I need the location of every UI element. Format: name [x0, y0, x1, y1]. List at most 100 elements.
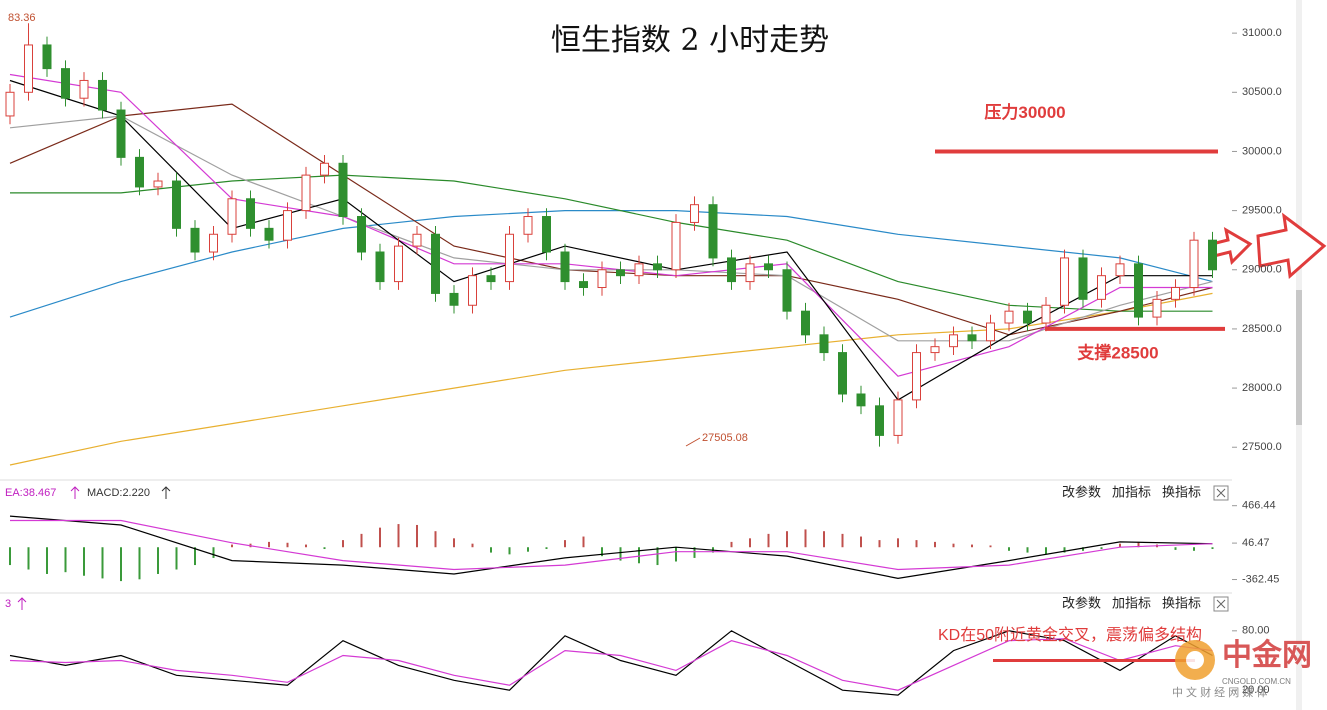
candle-body — [116, 109, 126, 158]
y-tick-label: -362.45 — [1242, 573, 1279, 585]
candle-body — [1152, 298, 1162, 318]
y-tick-label: 46.47 — [1242, 537, 1270, 549]
macd-bar — [157, 547, 159, 574]
macd-bar — [934, 541, 936, 548]
macd-bar — [638, 547, 640, 564]
candle-body — [486, 275, 496, 283]
macd-bar — [971, 544, 973, 548]
y-tick-label: 80.00 — [1242, 625, 1270, 637]
annotation-text: KD在50附近黄金交叉，震荡偏多结构 — [938, 626, 1202, 644]
macd-bar — [471, 543, 474, 548]
macd-bar — [767, 533, 770, 548]
candle-body — [505, 233, 514, 283]
candle-body — [431, 233, 440, 294]
macd-bar — [878, 540, 881, 548]
macd-bar — [601, 547, 603, 557]
candle-body — [1189, 239, 1199, 289]
candle-body — [320, 162, 329, 176]
y-tick-label: 20.00 — [1242, 684, 1270, 696]
toolbar-button[interactable]: 换指标 — [1162, 484, 1201, 499]
arrow-glyph — [70, 486, 80, 499]
candle-body — [1041, 304, 1051, 324]
macd-bar — [120, 547, 122, 582]
candle-body — [375, 251, 385, 283]
macd-bar — [860, 536, 862, 548]
macd-bar — [1045, 547, 1047, 555]
macd-bar — [379, 527, 381, 548]
macd-bar — [675, 547, 677, 562]
macd-bar — [749, 538, 751, 548]
indicator-label: 3 — [5, 598, 11, 610]
macd-bar — [1193, 547, 1195, 551]
arrow-glyph — [161, 486, 171, 499]
toolbar-button[interactable]: 加指标 — [1112, 484, 1151, 499]
macd-bar — [1008, 547, 1010, 551]
candle-body — [579, 281, 588, 289]
macd-bar — [453, 538, 455, 548]
candle-body — [264, 227, 274, 241]
macd-bar — [83, 547, 85, 576]
macd-bar — [952, 543, 955, 548]
toolbar-button[interactable]: 换指标 — [1162, 595, 1201, 610]
scrollbar-thumb[interactable] — [1296, 290, 1302, 425]
candle-body — [1115, 263, 1125, 277]
macd-bar — [897, 538, 899, 548]
macd-bar — [1137, 541, 1140, 548]
macd-bar — [1119, 543, 1121, 548]
macd-bar — [64, 547, 67, 573]
candle-body — [394, 245, 403, 283]
candle-body — [782, 269, 792, 312]
candle-body — [338, 162, 348, 218]
indicator-label: EA:38.467 — [5, 487, 56, 499]
candle-body — [1023, 310, 1032, 324]
candle-body — [5, 91, 15, 117]
label-pointer — [685, 437, 701, 447]
candle-body — [1134, 263, 1143, 318]
y-tick-label: 30500.0 — [1242, 86, 1282, 98]
candle-body — [449, 292, 459, 306]
macd-line — [10, 519, 1213, 571]
y-tick-label: 30000.0 — [1242, 145, 1282, 157]
watermark-name: 中金网 — [1222, 638, 1312, 672]
candle-body — [61, 68, 70, 99]
candle-body — [1097, 275, 1106, 300]
macd-bar — [1174, 547, 1177, 550]
candle-body — [1060, 257, 1069, 306]
macd-bar — [1026, 547, 1029, 553]
macd-bar — [804, 529, 807, 548]
close-icon — [1216, 488, 1226, 498]
y-tick-label: 29500.0 — [1242, 205, 1282, 217]
candle-body — [209, 233, 218, 253]
macd-bar — [231, 544, 233, 548]
macd-bar — [693, 547, 696, 558]
y-tick-label: 31000.0 — [1242, 27, 1282, 39]
candle-body — [542, 216, 551, 253]
macd-bar — [1082, 547, 1084, 551]
indicator-label: MACD:2.220 — [87, 487, 150, 499]
watermark-slogan: 中 文 财 经 网 媒 体 — [1172, 685, 1267, 699]
candle-body — [79, 79, 89, 99]
macd-bar — [101, 547, 104, 579]
y-tick-label: 29000.0 — [1242, 264, 1282, 276]
candle-body — [986, 322, 995, 342]
macd-bar — [786, 531, 788, 548]
toolbar-button[interactable]: 加指标 — [1112, 595, 1151, 610]
candle-body — [801, 310, 810, 336]
candle-body — [190, 227, 200, 253]
candle-body — [708, 204, 718, 259]
macd-bar — [342, 540, 344, 548]
macd-bar — [545, 547, 548, 550]
annotation-text: 支撑28500 — [1077, 342, 1158, 362]
candle-body — [616, 269, 625, 277]
macd-bar — [212, 547, 215, 558]
candle-body — [227, 198, 237, 235]
macd-bar — [9, 547, 11, 566]
toolbar-button[interactable]: 改参数 — [1062, 484, 1101, 499]
toolbar-button[interactable]: 改参数 — [1062, 595, 1101, 610]
candle-body — [856, 393, 866, 407]
candle-body — [912, 352, 921, 401]
macd-bar — [582, 536, 585, 548]
candle-body — [412, 233, 422, 247]
candle-body — [653, 263, 662, 271]
